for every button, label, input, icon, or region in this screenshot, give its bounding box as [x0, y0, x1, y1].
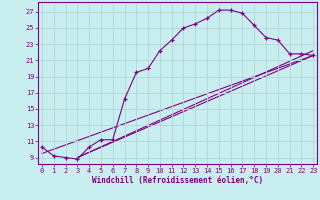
X-axis label: Windchill (Refroidissement éolien,°C): Windchill (Refroidissement éolien,°C): [92, 176, 263, 185]
